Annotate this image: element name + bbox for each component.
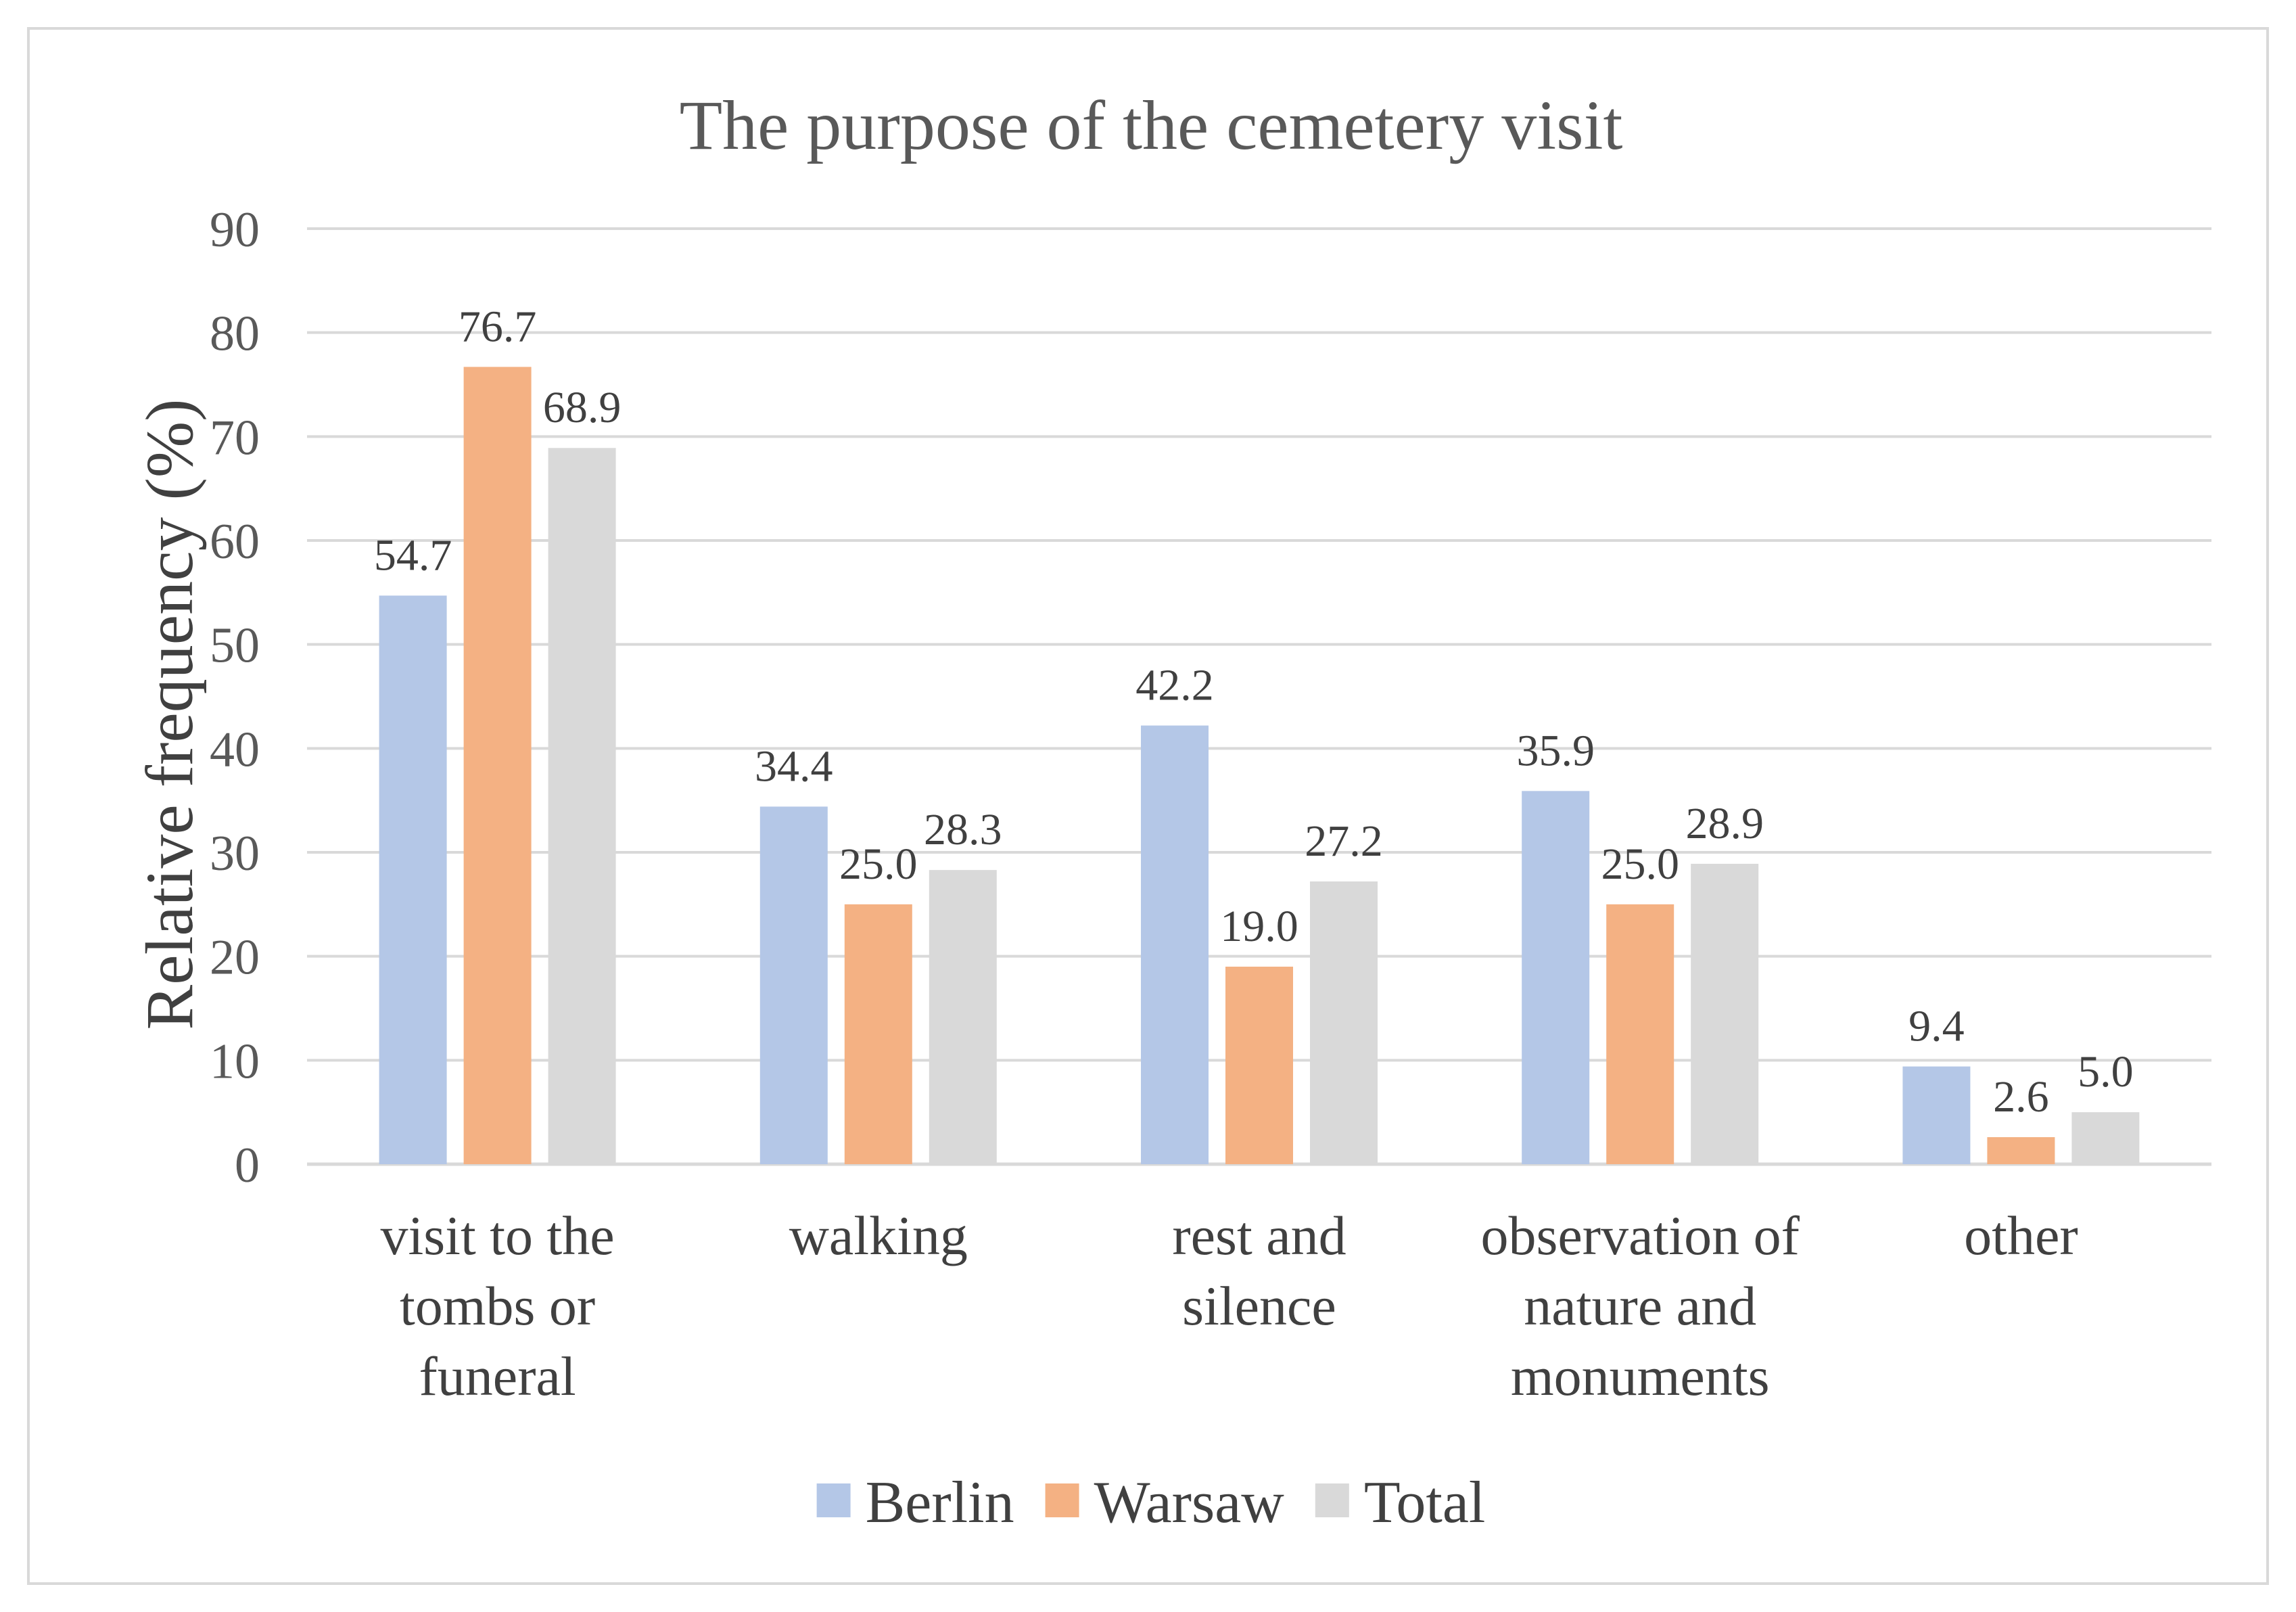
bar-berlin-3 <box>1522 791 1590 1164</box>
y-tick-label-90: 90 <box>210 202 260 258</box>
bar-total-1 <box>929 870 997 1164</box>
bar-warsaw-4 <box>1987 1137 2055 1164</box>
x-tick-label-line: rest and <box>1172 1205 1346 1266</box>
y-tick-label-0: 0 <box>235 1138 260 1193</box>
y-tick-label-60: 60 <box>210 514 260 570</box>
bar-berlin-0 <box>379 595 447 1164</box>
data-label-warsaw-0: 76.7 <box>459 302 537 351</box>
y-axis-title: Relative frequency (%) <box>132 399 207 1030</box>
legend-label-warsaw: Warsaw <box>1094 1470 1285 1536</box>
x-axis-categories: visit to the tombs or funeral walking rest a… <box>380 1205 2078 1407</box>
y-axis-ticks: 0 10 20 30 40 50 60 70 80 90 <box>210 202 260 1193</box>
y-tick-label-40: 40 <box>210 722 260 777</box>
x-tick-label-line: tombs or <box>400 1275 595 1337</box>
data-label-total-4: 5.0 <box>2078 1047 2134 1097</box>
data-label-berlin-3: 35.9 <box>1516 726 1595 775</box>
legend-swatch-warsaw <box>1045 1483 1079 1517</box>
data-label-berlin-1: 34.4 <box>755 741 833 791</box>
x-tick-label-line: observation of <box>1481 1205 1800 1266</box>
x-tick-label-line: walking <box>789 1205 968 1266</box>
y-tick-label-80: 80 <box>210 306 260 362</box>
data-label-warsaw-3: 25.0 <box>1601 839 1679 889</box>
bar-total-4 <box>2071 1112 2140 1164</box>
bar-berlin-1 <box>759 806 828 1164</box>
x-tick-label-line: funeral <box>419 1345 576 1407</box>
bar-warsaw-3 <box>1606 904 1674 1164</box>
x-tick-label-line: other <box>1964 1205 2078 1266</box>
legend-item-berlin: Berlin <box>816 1470 1014 1536</box>
data-label-berlin-0: 54.7 <box>374 530 452 580</box>
legend-item-total: Total <box>1315 1470 1486 1536</box>
bars <box>379 367 2140 1164</box>
bar-total-3 <box>1691 863 1759 1164</box>
gridlines <box>307 227 2211 1166</box>
chart-frame: The purpose of the cemetery visit Relati… <box>27 27 2269 1585</box>
x-tick-label-0: visit to the tombs or funeral <box>380 1205 614 1407</box>
legend: Berlin Warsaw Total <box>816 1470 1486 1536</box>
data-label-warsaw-2: 19.0 <box>1220 902 1298 951</box>
y-tick-label-50: 50 <box>210 618 260 674</box>
data-label-total-2: 27.2 <box>1305 816 1383 866</box>
chart-title: The purpose of the cemetery visit <box>680 87 1623 164</box>
chart-svg: The purpose of the cemetery visit Relati… <box>132 87 2211 1536</box>
legend-label-berlin: Berlin <box>866 1470 1014 1536</box>
legend-label-total: Total <box>1364 1470 1486 1536</box>
data-label-total-1: 28.3 <box>924 805 1002 854</box>
x-tick-label-4: other <box>1964 1205 2078 1266</box>
x-tick-label-line: nature and <box>1524 1275 1756 1337</box>
legend-swatch-berlin <box>816 1483 851 1517</box>
y-tick-label-70: 70 <box>210 410 260 465</box>
bar-berlin-2 <box>1141 725 1209 1164</box>
data-label-warsaw-4: 2.6 <box>1993 1072 2049 1122</box>
data-labels: 54.776.768.934.425.028.342.219.027.235.9… <box>374 302 2134 1122</box>
x-tick-label-line: silence <box>1182 1275 1336 1337</box>
bar-warsaw-1 <box>844 904 912 1164</box>
legend-item-warsaw: Warsaw <box>1045 1470 1285 1536</box>
data-label-total-3: 28.9 <box>1685 799 1764 848</box>
y-tick-label-20: 20 <box>210 930 260 986</box>
x-tick-label-line: visit to the <box>380 1205 614 1266</box>
x-tick-label-1: walking <box>789 1205 968 1266</box>
legend-swatch-total <box>1315 1483 1349 1517</box>
data-label-total-0: 68.9 <box>543 383 622 432</box>
bar-warsaw-2 <box>1225 967 1293 1164</box>
bar-warsaw-0 <box>463 367 532 1164</box>
y-tick-label-30: 30 <box>210 826 260 881</box>
x-tick-label-line: monuments <box>1511 1345 1770 1407</box>
bar-total-2 <box>1310 881 1378 1164</box>
data-label-berlin-4: 9.4 <box>1908 1002 1965 1051</box>
bar-berlin-4 <box>1902 1066 1971 1164</box>
bar-total-0 <box>548 448 616 1164</box>
x-tick-label-2: rest and silence <box>1172 1205 1346 1337</box>
y-tick-label-10: 10 <box>210 1034 260 1089</box>
data-label-berlin-2: 42.2 <box>1135 661 1214 710</box>
data-label-warsaw-1: 25.0 <box>839 839 918 889</box>
x-tick-label-3: observation of nature and monuments <box>1481 1205 1800 1407</box>
